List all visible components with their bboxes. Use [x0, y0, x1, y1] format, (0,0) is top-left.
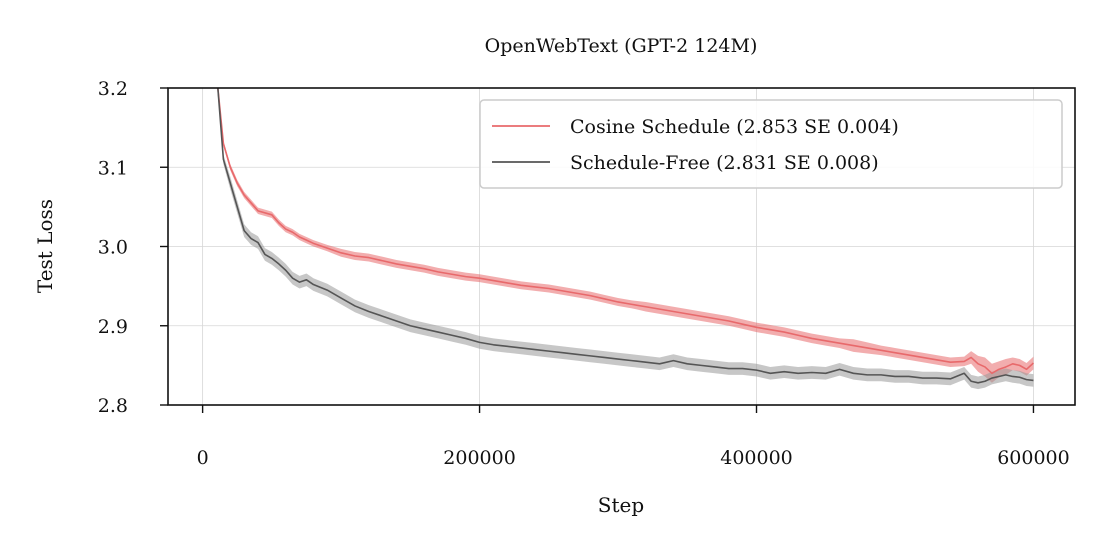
y-axis-title: Test Loss: [33, 199, 57, 293]
chart-title: OpenWebText (GPT-2 124M): [485, 35, 758, 57]
series-line-1: [217, 88, 1034, 384]
y-tick-label-3: 3.1: [98, 157, 128, 179]
y-tick-label-4: 3.2: [98, 78, 128, 100]
x-axis-ticks: 0 200000 400000 600000: [197, 405, 1070, 469]
legend-label-0: Cosine Schedule (2.853 SE 0.004): [570, 116, 899, 138]
x-axis-title: Step: [598, 493, 644, 517]
legend-box: [479, 99, 1063, 189]
x-tick-label-0: 0: [197, 447, 209, 469]
series-line-0: [217, 88, 1034, 375]
y-axis-ticks: 2.8 2.9 3.0 3.1 3.2: [98, 78, 168, 417]
legend-label-1: Schedule-Free (2.831 SE 0.008): [570, 152, 879, 174]
x-tick-label-1: 200000: [443, 447, 516, 469]
y-tick-label-0: 2.8: [98, 395, 128, 417]
legend: Cosine Schedule (2.853 SE 0.004) Schedule…: [479, 99, 1063, 189]
series-lines: [217, 88, 1034, 384]
y-tick-label-2: 3.0: [98, 237, 128, 259]
y-tick-label-1: 2.9: [98, 316, 128, 338]
x-tick-label-3: 600000: [997, 447, 1070, 469]
x-tick-label-2: 400000: [720, 447, 793, 469]
